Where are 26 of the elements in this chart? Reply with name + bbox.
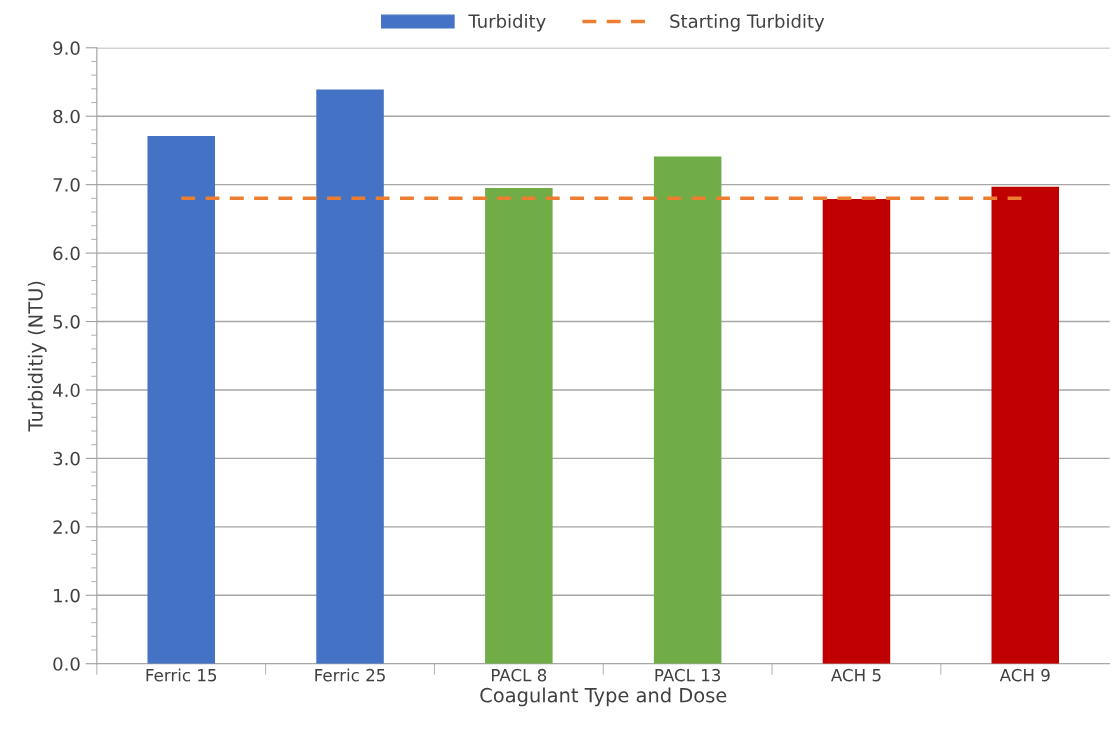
x-tick-label: ACH 9 [999, 668, 1050, 682]
bar [485, 188, 553, 664]
y-tick-label: 7.0 [53, 178, 80, 192]
y-tick-label: 9.0 [53, 41, 80, 55]
y-tick-label: 4.0 [53, 383, 80, 398]
legend-label: Starting Turbidity [670, 14, 825, 32]
x-axis-title: Coagulant Type and Dose [480, 687, 727, 707]
bar [822, 199, 891, 664]
y-tick-label: 8.0 [53, 109, 80, 124]
y-tick-label: 0.0 [53, 657, 80, 671]
y-tick-label: 6.0 [53, 246, 80, 261]
x-tick-label: PACL 8 [492, 668, 547, 682]
y-axis-title: Turbiditiy (NTU) [27, 281, 47, 432]
y-tick-label: 3.0 [53, 451, 80, 466]
legend-label: Turbidity [468, 14, 546, 32]
bar [316, 89, 384, 664]
bar [147, 136, 215, 664]
x-tick-label: Ferric 25 [315, 668, 385, 682]
bar [991, 186, 1060, 664]
y-tick-label: 5.0 [53, 314, 80, 329]
x-tick-label: ACH 5 [830, 668, 881, 682]
y-tick-label: 1.0 [54, 588, 80, 603]
x-tick-label: PACL 13 [655, 668, 721, 682]
x-tick-label: Ferric 15 [146, 668, 217, 682]
bar [653, 156, 722, 664]
y-tick-label: 2.0 [53, 520, 80, 534]
